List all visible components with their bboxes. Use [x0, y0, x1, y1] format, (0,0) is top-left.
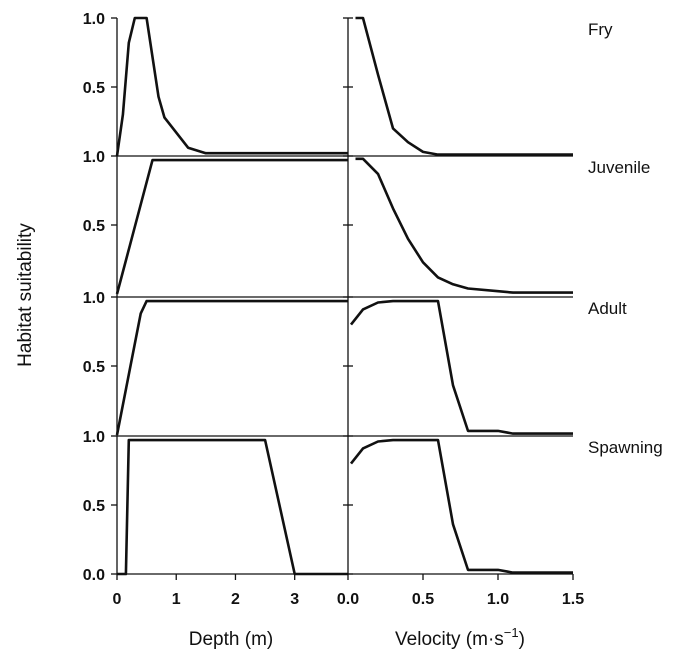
velocity-title-close: ) [519, 629, 525, 650]
y-tick-label: 0.5 [83, 80, 105, 97]
stage-label: Adult [588, 299, 627, 318]
velocity-suitability-curve-spawning [349, 438, 573, 574]
stage-label: Juvenile [588, 158, 650, 177]
depth-suitability-curve-juvenile [115, 158, 348, 295]
suitability-curves [115, 16, 573, 576]
y-tick-label: 1.0 [83, 149, 105, 166]
axis-ticks: 0.5 1.0 0.5 1.0 0.5 1.0 0.0 0.5 1.0 0 1 2 3 0.0 0.5 1.0… [83, 11, 584, 608]
velocity-title-main: Velocity (m·s [395, 629, 504, 650]
x-tick-label: 1.5 [562, 591, 584, 608]
y-tick-label: 1.0 [83, 429, 105, 446]
x-axis-title-depth: Depth (m) [189, 629, 273, 650]
y-tick-label: 0.5 [83, 359, 105, 376]
panel-frames [116, 18, 573, 575]
y-tick-label: 0.0 [83, 567, 105, 584]
depth-suitability-curve-adult [115, 299, 348, 436]
depth-suitability-curve-spawning [117, 438, 348, 576]
y-tick-label: 0.5 [83, 218, 105, 235]
y-tick-label: 1.0 [83, 11, 105, 28]
x-tick-label: 1 [172, 591, 181, 608]
velocity-suitability-curve-fry [355, 16, 573, 156]
x-tick-label: 0 [113, 591, 122, 608]
x-tick-label: 2 [231, 591, 240, 608]
x-tick-label: 3 [290, 591, 299, 608]
y-tick-label: 1.0 [83, 290, 105, 307]
x-tick-label: 0.5 [412, 591, 434, 608]
depth-suitability-curve-fry [115, 16, 348, 157]
x-tick-label: 1.0 [487, 591, 509, 608]
x-axis-title-velocity: Velocity (m·s−1) [395, 625, 525, 650]
y-axis-title: Habitat suitability [15, 223, 36, 367]
velocity-suitability-curve-juvenile [355, 157, 573, 294]
velocity-suitability-curve-adult [349, 299, 573, 435]
x-tick-label: 0.0 [337, 591, 359, 608]
stage-label: Fry [588, 20, 613, 39]
stage-label: Spawning [588, 438, 663, 457]
y-tick-label: 0.5 [83, 498, 105, 515]
velocity-title-superscript: −1 [504, 625, 519, 640]
life-stage-labels: Fry Juvenile Adult Spawning [588, 20, 663, 457]
